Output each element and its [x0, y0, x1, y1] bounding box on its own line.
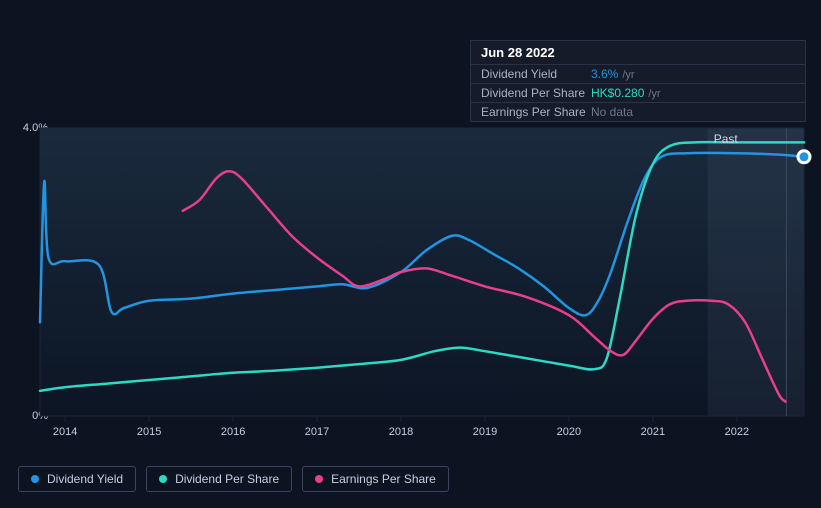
legend-label: Dividend Per Share [175, 472, 279, 486]
tooltip-date: Jun 28 2022 [471, 41, 805, 64]
tooltip-metric-value: HK$0.280/yr [591, 86, 661, 100]
tooltip-metric-label: Dividend Yield [481, 67, 591, 81]
chart-plot-area[interactable] [40, 128, 804, 416]
x-axis-label: 2022 [725, 426, 749, 438]
chart-legend: Dividend Yield Dividend Per Share Earnings… [18, 466, 449, 492]
x-axis-label: 2017 [305, 426, 329, 438]
legend-item[interactable]: Dividend Per Share [146, 466, 292, 492]
x-axis-label: 2021 [641, 426, 665, 438]
x-axis-label: 2019 [473, 426, 497, 438]
tooltip-metric-value: No data [591, 105, 633, 119]
tooltip-metric-label: Dividend Per Share [481, 86, 591, 100]
legend-color-dot [315, 475, 323, 483]
legend-item[interactable]: Earnings Per Share [302, 466, 449, 492]
tooltip-metric-value: 3.6%/yr [591, 67, 635, 81]
legend-item[interactable]: Dividend Yield [18, 466, 136, 492]
x-axis-label: 2016 [221, 426, 245, 438]
dividend-chart[interactable]: 0%4.0% 201420152016201720182019202020212… [18, 100, 806, 460]
tooltip-metric-label: Earnings Per Share [481, 105, 591, 119]
tooltip-row: Dividend Per ShareHK$0.280/yr [471, 83, 805, 102]
x-axis-label: 2015 [137, 426, 161, 438]
legend-color-dot [31, 475, 39, 483]
chart-tooltip: Jun 28 2022 Dividend Yield3.6%/yrDividen… [470, 40, 806, 122]
past-label: Past [714, 132, 738, 146]
legend-label: Earnings Per Share [331, 472, 436, 486]
x-axis-label: 2018 [389, 426, 413, 438]
x-axis-label: 2020 [557, 426, 581, 438]
legend-color-dot [159, 475, 167, 483]
tooltip-row: Earnings Per ShareNo data [471, 102, 805, 121]
legend-label: Dividend Yield [47, 472, 123, 486]
x-axis-label: 2014 [53, 426, 77, 438]
tooltip-row: Dividend Yield3.6%/yr [471, 64, 805, 83]
